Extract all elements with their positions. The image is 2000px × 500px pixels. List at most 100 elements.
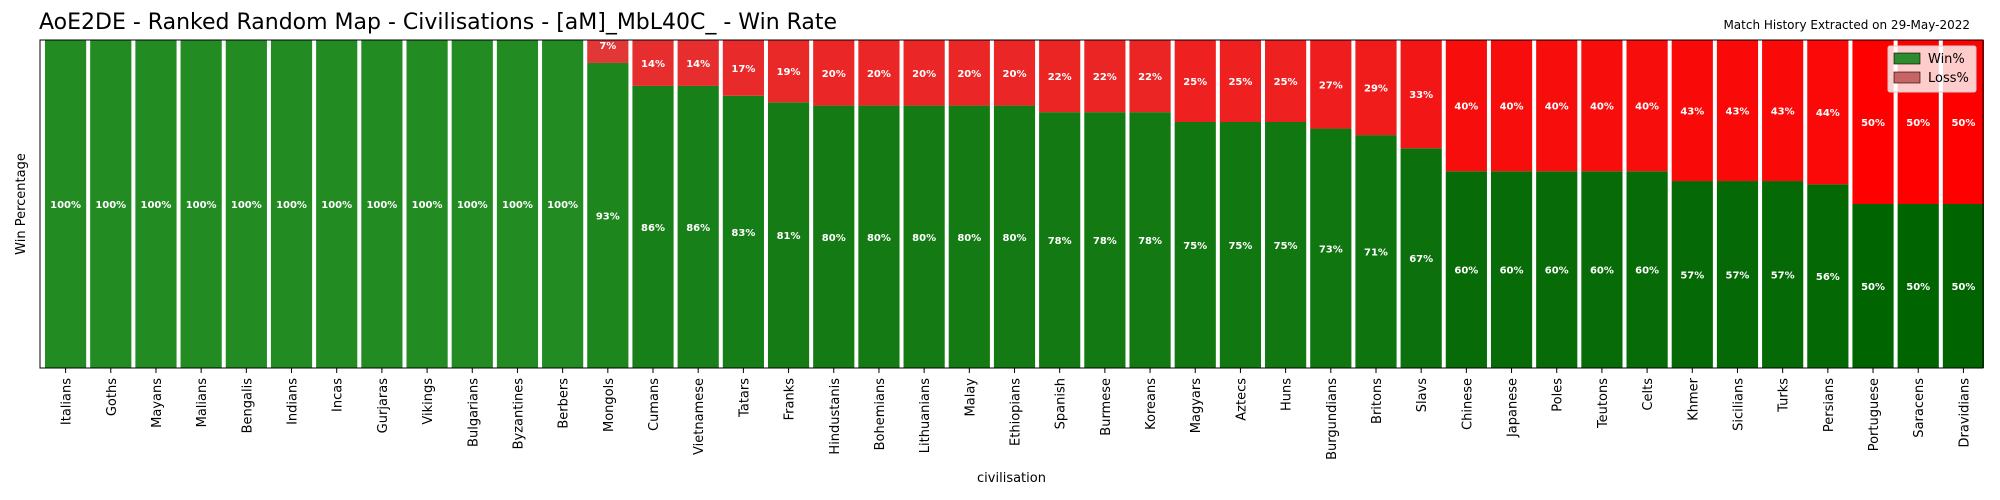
bar-win-spanish [1039,112,1081,368]
bar-win-cumans [632,85,674,369]
bar-win-aztecs [1219,122,1262,368]
loss-label-koreans: 22% [1138,72,1162,83]
win-label-bulgarians: 100% [457,200,488,211]
x-tick-label-malians: Malians [195,378,210,428]
x-tick-label-chinese: Chinese [1460,378,1475,430]
win-label-teutons: 60% [1590,266,1614,277]
bar-loss-poles [1536,40,1578,172]
win-label-persians: 56% [1816,272,1840,283]
bar-win-mongols [587,62,629,369]
win-label-byzantines: 100% [502,200,533,211]
x-tick-label-lithuanians: Lithuanians [918,378,933,453]
bar-win-lithuanians [903,105,945,368]
win-label-gurjaras: 100% [366,200,397,211]
x-tick-label-turks: Turks [1777,378,1792,413]
bar-loss-khmer [1671,40,1713,182]
bar-win-poles [1536,171,1578,368]
win-label-berbers: 100% [547,200,578,211]
bar-win-bulgarians [451,40,493,368]
bar-win-mayans [135,40,177,368]
bar-win-burgundians [1310,128,1352,368]
x-tick-label-gurjaras: Gurjaras [376,378,391,434]
x-tick-label-britons: Britons [1370,378,1385,424]
x-tick-label-bulgarians: Bulgarians [466,378,481,447]
win-label-sicilians: 57% [1726,271,1750,282]
bar-win-koreans [1129,112,1171,368]
bar-loss-tatars [722,40,764,96]
x-tick-label-poles: Poles [1551,378,1566,412]
x-tick-label-mayans: Mayans [150,378,165,428]
x-tick-label-celts: Celts [1641,378,1656,411]
bar-win-khmer [1671,181,1713,368]
bar-win-franks [767,102,810,368]
win-label-burgundians: 73% [1319,244,1343,255]
bar-win-japanese [1490,171,1533,368]
win-label-poles: 60% [1545,266,1569,277]
bar-loss-sicilians [1716,40,1759,182]
win-label-aztecs: 75% [1228,241,1252,252]
legend-swatch-win [1893,52,1921,65]
chart-subtitle: Match History Extracted on 29-May-2022 [1723,18,1970,32]
win-label-lithuanians: 80% [912,233,936,244]
x-tick-label-mongols: Mongols [602,378,617,432]
y-axis-label: Win Percentage [14,153,29,255]
x-tick-label-koreans: Koreans [1144,378,1159,430]
win-label-malians: 100% [186,200,217,211]
x-tick-label-franks: Franks [783,378,798,421]
bar-win-sicilians [1716,181,1759,368]
win-label-turks: 57% [1771,271,1795,282]
loss-label-spanish: 22% [1048,72,1072,83]
loss-label-portuguese: 50% [1861,118,1885,129]
win-label-britons: 71% [1364,248,1388,259]
bar-loss-burmese [1084,40,1126,113]
x-tick-label-bohemians: Bohemians [873,378,888,451]
bar-loss-vietnamese [677,40,719,86]
loss-label-persians: 44% [1816,108,1840,119]
bar-win-vikings [406,40,448,368]
x-tick-label-dravidians: Dravidians [1957,378,1972,448]
win-label-koreans: 78% [1138,236,1162,247]
win-label-portuguese: 50% [1861,282,1885,293]
win-label-mongols: 93% [596,211,620,222]
bar-loss-mongols [587,40,629,63]
win-label-dravidians: 50% [1951,282,1975,293]
loss-label-burgundians: 27% [1319,80,1343,91]
loss-label-lithuanians: 20% [912,69,936,80]
bar-win-magyars [1174,122,1216,368]
win-label-franks: 81% [777,231,801,242]
x-tick-label-huns: Huns [1280,378,1295,411]
bar-win-ethiopians [993,105,1036,368]
bar-loss-franks [767,40,810,103]
x-axis-label: civilisation [977,471,1046,486]
bar-win-malay [948,105,990,368]
x-tick-label-sicilians: Sicilians [1731,378,1746,431]
win-label-malay: 80% [957,233,981,244]
loss-label-sicilians: 43% [1726,107,1750,118]
x-tick-label-indians: Indians [286,378,301,425]
win-label-khmer: 57% [1680,271,1704,282]
loss-label-franks: 19% [777,67,801,78]
x-tick-label-portuguese: Portuguese [1867,378,1882,451]
loss-label-vietnamese: 14% [686,59,710,70]
win-label-bengalis: 100% [231,200,262,211]
x-tick-label-hindustanis: Hindustanis [828,378,843,455]
x-tick-label-bengalis: Bengalis [240,378,255,434]
x-tick-label-teutons: Teutons [1596,378,1611,429]
legend-label-loss: Loss% [1928,71,1969,86]
x-tick-label-spanish: Spanish [1054,378,1069,429]
bar-loss-lithuanians [903,40,945,106]
bar-win-vietnamese [677,85,719,369]
bar-loss-britons [1355,40,1397,136]
bar-loss-magyars [1174,40,1216,122]
win-label-chinese: 60% [1454,266,1478,277]
loss-label-mongols: 7% [599,41,616,52]
win-label-slavs: 67% [1409,254,1433,265]
x-tick-label-italians: Italians [60,378,75,425]
x-tick-label-burgundians: Burgundians [1325,378,1340,460]
loss-label-huns: 25% [1274,77,1298,88]
win-label-mayans: 100% [141,200,172,211]
win-label-hindustanis: 80% [822,233,846,244]
x-ticks: Italians Goths Mayans Malians Bengalis Indian… [60,368,1972,460]
loss-label-cumans: 14% [641,59,665,70]
bar-win-dravidians [1942,204,1984,368]
